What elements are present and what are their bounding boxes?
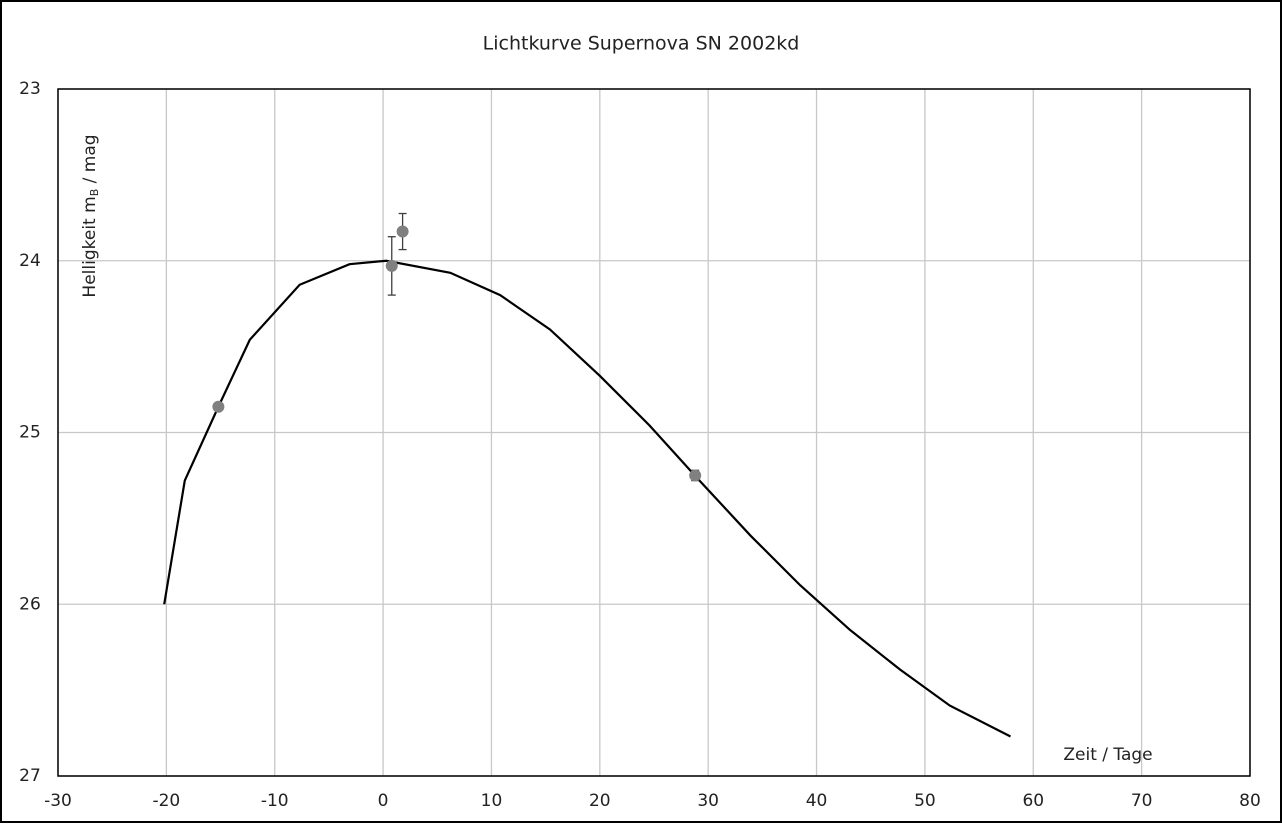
x-tick-label: 60	[1022, 791, 1044, 811]
y-tick-label: 24	[19, 251, 41, 271]
fit-curve	[163, 259, 1012, 738]
x-tick-label: 20	[589, 791, 611, 811]
data-point	[689, 469, 702, 482]
y-tick-label: 27	[19, 766, 41, 786]
y-tick-label: 25	[19, 423, 41, 443]
x-tick-label: -20	[152, 791, 180, 811]
plot-frame	[57, 88, 1251, 777]
data-point	[396, 225, 409, 238]
x-tick-label: 40	[806, 791, 828, 811]
y-axis-label: Helligkeit mB / mag	[80, 134, 101, 297]
x-tick-label: -30	[44, 791, 72, 811]
x-tick-label: 0	[378, 791, 389, 811]
data-point	[385, 259, 398, 272]
chart-title: Lichtkurve Supernova SN 2002kd	[483, 33, 800, 55]
x-tick-label: 10	[481, 791, 503, 811]
x-tick-label: 70	[1131, 791, 1153, 811]
y-tick-label: 23	[19, 79, 41, 99]
x-tick-label: 80	[1239, 791, 1261, 811]
x-tick-label: -10	[261, 791, 289, 811]
x-tick-label: 50	[914, 791, 936, 811]
y-tick-label: 26	[19, 594, 41, 614]
x-axis-label: Zeit / Tage	[1063, 745, 1152, 765]
x-tick-label: 30	[697, 791, 719, 811]
data-point	[212, 400, 225, 413]
plot-area: -30 -20 -10 0 10 20 30 40 50 60 70 80 23 24 25 26 27	[19, 79, 1261, 811]
